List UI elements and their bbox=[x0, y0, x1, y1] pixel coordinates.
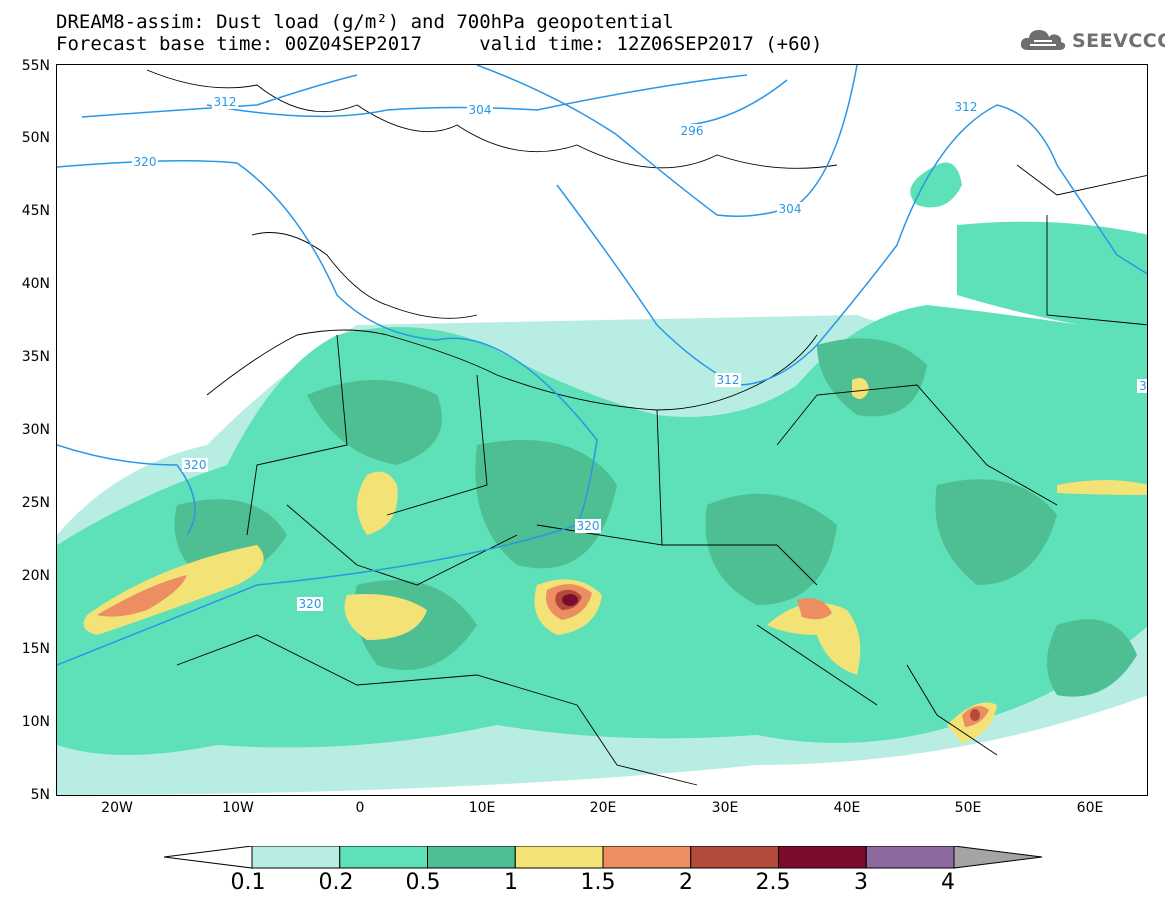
colorbar-label: 4 bbox=[941, 870, 955, 895]
contour-label: 320 bbox=[184, 458, 207, 472]
lon-label: 60E bbox=[1076, 800, 1104, 816]
colorbar-swatch bbox=[427, 846, 516, 869]
forecast-times: Forecast base time: 00Z04SEP2017 valid t… bbox=[56, 33, 823, 55]
lat-label: 55N bbox=[21, 58, 50, 74]
country-borders bbox=[146, 69, 1147, 786]
lon-label: 50E bbox=[954, 800, 982, 816]
lon-label: 0 bbox=[355, 800, 365, 816]
dust-load-map: 312 304 296 320 312 312 320 320 320 304 … bbox=[56, 64, 1148, 796]
seevccc-logo: SEEVCCC bbox=[1018, 26, 1165, 56]
contour-label: 3 bbox=[1139, 379, 1147, 393]
lon-label: 10W bbox=[222, 800, 254, 816]
colorbar-low-arrow bbox=[164, 846, 253, 869]
colorbar-swatch bbox=[602, 846, 692, 869]
lat-label: 30N bbox=[21, 422, 50, 438]
colorbar-swatch bbox=[339, 846, 428, 869]
colorbar-swatch bbox=[514, 846, 604, 869]
lat-label: 45N bbox=[21, 203, 50, 219]
dust-shading bbox=[57, 162, 1147, 795]
lon-label: 20E bbox=[589, 800, 617, 816]
contour-label: 320 bbox=[134, 155, 157, 169]
lon-label: 10E bbox=[468, 800, 496, 816]
colorbar-label: 1 bbox=[504, 870, 518, 895]
lat-label: 5N bbox=[30, 787, 50, 803]
contour-label: 312 bbox=[955, 100, 978, 114]
colorbar-label: 0.1 bbox=[230, 870, 266, 895]
lat-label: 25N bbox=[21, 495, 50, 511]
contour-label: 304 bbox=[779, 202, 802, 216]
colorbar-swatch bbox=[690, 846, 779, 869]
lat-label: 15N bbox=[21, 641, 50, 657]
colorbar-swatch bbox=[778, 846, 867, 869]
contour-label: 296 bbox=[681, 124, 704, 138]
lon-label: 40E bbox=[833, 800, 861, 816]
lon-label: 30E bbox=[711, 800, 739, 816]
geopotential-contours bbox=[57, 65, 1147, 666]
colorbar-label: 2.5 bbox=[755, 870, 791, 895]
lat-label: 35N bbox=[21, 349, 50, 365]
colorbar-label: 0.5 bbox=[405, 870, 441, 895]
colorbar-swatch bbox=[251, 846, 341, 869]
contour-label: 304 bbox=[469, 103, 492, 117]
map-title: DREAM8-assim: Dust load (g/m²) and 700hP… bbox=[56, 11, 674, 33]
contour-label: 312 bbox=[214, 95, 237, 109]
colorbar-label: 3 bbox=[854, 870, 868, 895]
colorbar-swatch bbox=[865, 846, 955, 869]
colorbar-label: 2 bbox=[679, 870, 693, 895]
contour-label: 320 bbox=[577, 519, 600, 533]
colorbar-label: 0.2 bbox=[318, 870, 354, 895]
lat-label: 20N bbox=[21, 568, 50, 584]
colorbar-label: 1.5 bbox=[580, 870, 616, 895]
logo-text: SEEVCCC bbox=[1072, 30, 1165, 52]
contour-labels: 312 304 296 320 312 312 320 320 320 304 … bbox=[132, 95, 1147, 611]
lon-label: 20W bbox=[101, 800, 133, 816]
lat-label: 40N bbox=[21, 276, 50, 292]
colorbar bbox=[164, 846, 1043, 869]
cloud-icon bbox=[1018, 26, 1068, 56]
colorbar-high-arrow bbox=[953, 846, 1043, 869]
lat-label: 10N bbox=[21, 714, 50, 730]
lat-label: 50N bbox=[21, 130, 50, 146]
contour-label: 312 bbox=[717, 373, 740, 387]
contour-label: 320 bbox=[299, 597, 322, 611]
